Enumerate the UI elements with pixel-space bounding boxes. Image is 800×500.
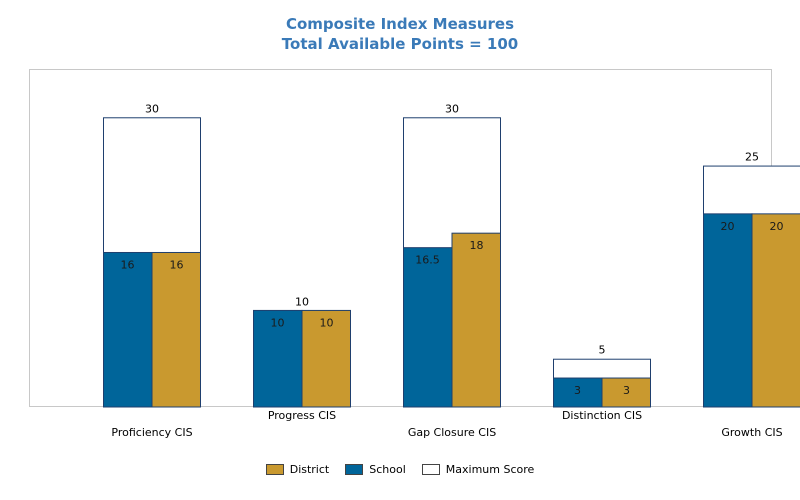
bar-school-progress-cis bbox=[253, 309, 303, 408]
legend-swatch-district bbox=[265, 464, 284, 475]
chart-title: Composite Index Measures bbox=[285, 15, 515, 33]
legend-swatch-school bbox=[345, 464, 364, 475]
label-maximum-growth-cis: 25 bbox=[745, 151, 759, 164]
label-district-growth-cis: 20 bbox=[770, 220, 784, 233]
label-school-distinction-cis: 3 bbox=[574, 384, 581, 397]
chart-subtitle: Total Available Points = 100 bbox=[281, 35, 519, 53]
bar-district-growth-cis bbox=[751, 213, 800, 408]
label-school-progress-cis: 10 bbox=[271, 316, 285, 329]
label-school-proficiency-cis: 16 bbox=[121, 258, 135, 271]
x-tick-label-gap-closure-cis: Gap Closure CIS bbox=[408, 426, 496, 439]
legend-label-school: School bbox=[369, 463, 406, 476]
bar-school-distinction-cis bbox=[553, 377, 603, 408]
label-maximum-proficiency-cis: 30 bbox=[145, 102, 159, 115]
bar-school-gap-closure-cis bbox=[403, 247, 453, 408]
bar-district-gap-closure-cis bbox=[451, 232, 501, 408]
bar-district-distinction-cis bbox=[601, 377, 651, 408]
legend-item-district: District bbox=[265, 463, 330, 476]
legend-label-district: District bbox=[289, 463, 330, 476]
label-school-growth-cis: 20 bbox=[721, 220, 735, 233]
x-tick-label-growth-cis: Growth CIS bbox=[721, 426, 782, 439]
label-maximum-gap-closure-cis: 30 bbox=[445, 102, 459, 115]
legend-item-maximum-score: Maximum Score bbox=[421, 463, 535, 476]
x-tick-label-progress-cis: Progress CIS bbox=[268, 409, 336, 422]
legend: District School Maximum Score bbox=[0, 463, 800, 476]
label-school-gap-closure-cis: 16.5 bbox=[415, 254, 440, 267]
chart-title-block: Composite Index Measures Total Available… bbox=[0, 14, 800, 54]
bar-district-progress-cis bbox=[301, 309, 351, 408]
legend-item-school: School bbox=[345, 463, 406, 476]
bar-school-proficiency-cis bbox=[103, 251, 153, 408]
x-tick-label-distinction-cis: Distinction CIS bbox=[562, 409, 642, 422]
label-district-distinction-cis: 3 bbox=[623, 384, 630, 397]
label-maximum-distinction-cis: 5 bbox=[599, 344, 606, 357]
bar-district-proficiency-cis bbox=[151, 251, 201, 408]
legend-swatch-maximum-score bbox=[421, 464, 440, 475]
x-tick-label-proficiency-cis: Proficiency CIS bbox=[111, 426, 192, 439]
label-district-proficiency-cis: 16 bbox=[170, 258, 184, 271]
bar-school-growth-cis bbox=[703, 213, 753, 408]
label-maximum-progress-cis: 10 bbox=[295, 295, 309, 308]
legend-label-maximum-score: Maximum Score bbox=[445, 463, 535, 476]
label-district-gap-closure-cis: 18 bbox=[470, 239, 484, 252]
label-district-progress-cis: 10 bbox=[320, 316, 334, 329]
